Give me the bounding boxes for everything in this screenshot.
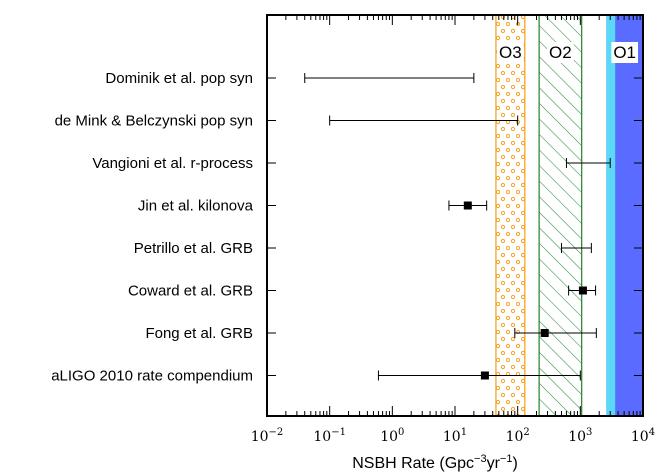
band-o2 xyxy=(538,14,583,417)
estimate-label: de Mink & Belczynski pop syn xyxy=(55,113,253,130)
band-label-bg-o3 xyxy=(497,42,524,63)
x-tick-label: 100 xyxy=(380,427,404,445)
band-o3 xyxy=(495,14,526,417)
band-label-o3: O3 xyxy=(499,43,522,62)
x-axis-title: NSBH Rate (Gpc−3yr−1) xyxy=(352,453,518,472)
band-label-o2: O2 xyxy=(549,43,572,62)
estimate-marker xyxy=(578,286,587,295)
x-tick-label: 102 xyxy=(506,427,530,445)
estimate-marker xyxy=(463,201,472,210)
estimate-label: Petrillo et al. GRB xyxy=(134,240,253,257)
estimate-label: Dominik et al. pop syn xyxy=(105,70,253,87)
estimate-label: Vangioni et al. r-process xyxy=(92,155,253,172)
estimate-label: Fong et al. GRB xyxy=(145,325,253,342)
x-axis: 10−2 10−1 100 101 102 103 104 xyxy=(251,15,655,445)
x-tick-label: 104 xyxy=(631,427,655,445)
band-label-bg-o2 xyxy=(547,42,574,63)
x-tick-label: 10−2 xyxy=(251,427,284,445)
estimate-label: Coward et al. GRB xyxy=(128,283,253,300)
estimate-marker xyxy=(540,329,549,337)
estimate-marker xyxy=(480,371,489,380)
band-o1-inner xyxy=(606,15,616,416)
detector-bands: O3 O2 O1 xyxy=(495,14,643,417)
plot-frame xyxy=(266,14,644,417)
x-tick-label: 101 xyxy=(443,427,467,445)
rate-estimates xyxy=(304,73,611,381)
x-tick-label: 10−1 xyxy=(313,427,346,445)
estimate-label: aLIGO 2010 rate compendium xyxy=(51,368,253,385)
band-label-o1: O1 xyxy=(613,43,636,62)
estimate-labels: Dominik et al. pop syn de Mink & Belczyns… xyxy=(51,70,253,385)
x-tick-label: 103 xyxy=(568,427,592,445)
band-label-bg-o1 xyxy=(611,42,639,63)
estimate-label: Jin et al. kilonova xyxy=(138,198,254,215)
